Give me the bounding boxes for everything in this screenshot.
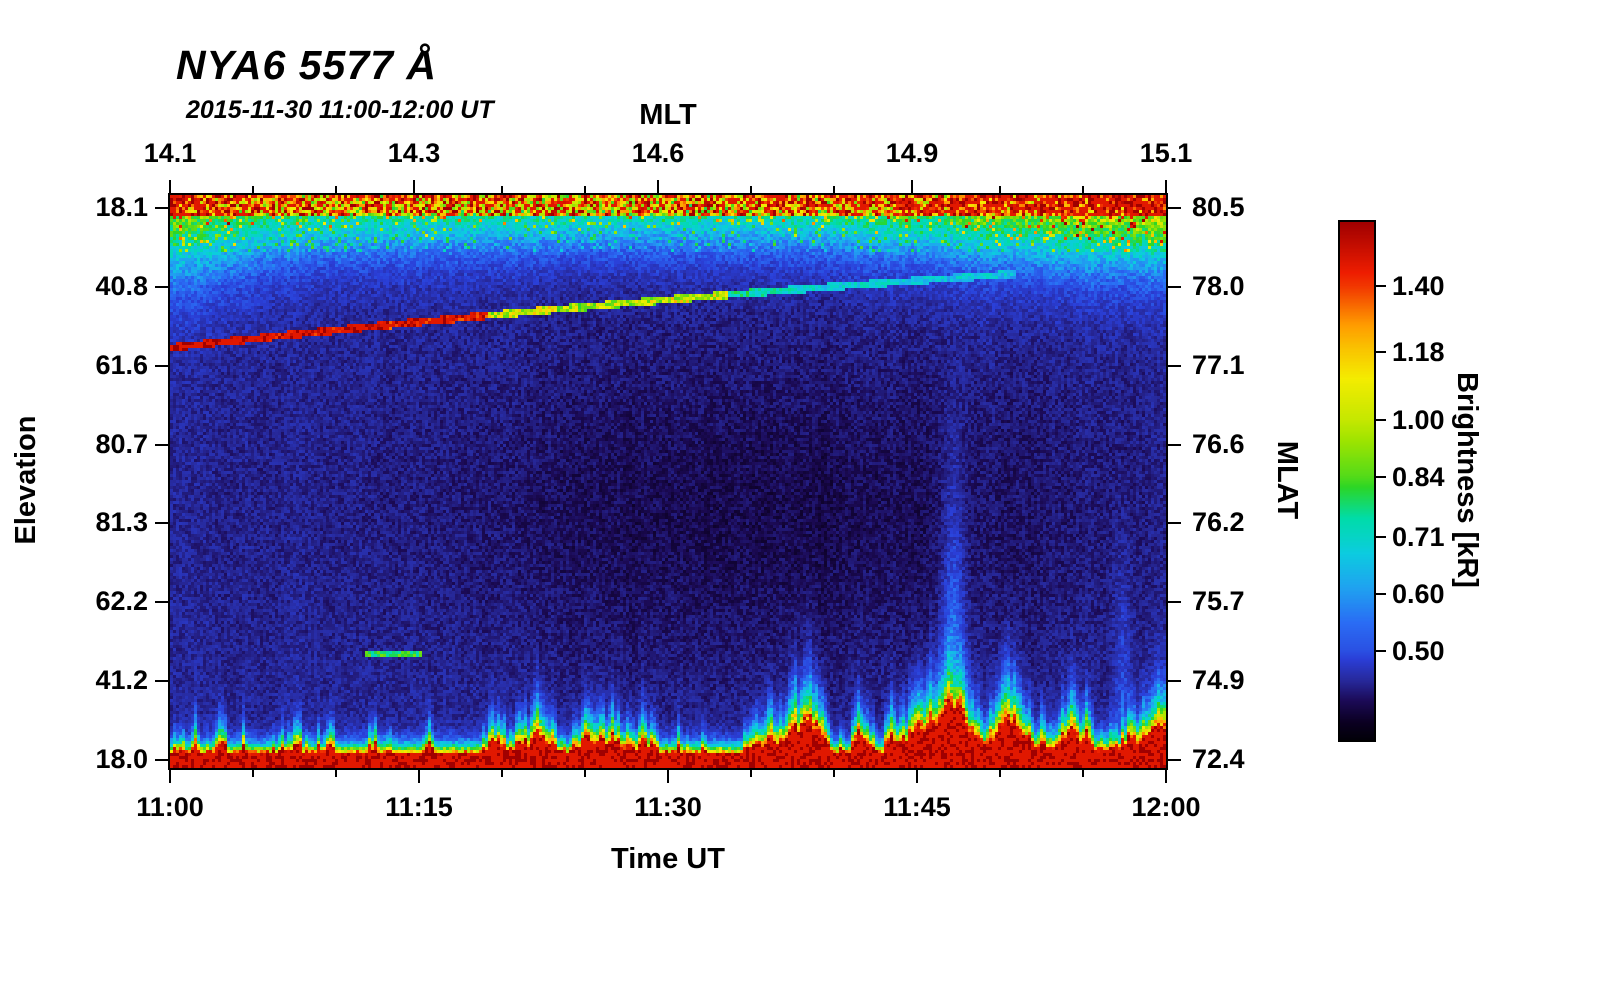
bottom-axis-label: Time UT xyxy=(611,843,725,875)
x-bottom-minor-tick xyxy=(584,770,587,777)
colorbar-tick-label: 1.18 xyxy=(1392,337,1445,368)
y-right-tick-label: 78.0 xyxy=(1192,270,1245,301)
x-bottom-minor-tick xyxy=(1082,770,1085,777)
x-bottom-tick-label: 11:45 xyxy=(883,792,951,822)
y-left-tick-label: 40.8 xyxy=(95,270,148,301)
y-left-tick-label: 18.0 xyxy=(95,743,148,774)
x-bottom-minor-tick xyxy=(335,770,338,777)
x-top-minor-tick xyxy=(998,186,1001,193)
colorbar-tick xyxy=(1376,649,1386,652)
y-right-tick-label: 77.1 xyxy=(1192,349,1245,380)
colorbar-tick-label: 0.60 xyxy=(1392,578,1445,609)
x-bottom-tick-label: 11:00 xyxy=(136,792,204,822)
x-top-tick xyxy=(169,180,171,193)
colorbar-tick xyxy=(1376,284,1386,287)
y-right-tick-label: 72.4 xyxy=(1192,743,1245,774)
x-top-tick-label: 15.1 xyxy=(1139,138,1193,168)
y-left-tick xyxy=(155,285,168,288)
colorbar-tick xyxy=(1376,475,1386,478)
y-left-tick xyxy=(155,364,168,367)
y-right-tick-label: 74.9 xyxy=(1192,664,1245,695)
y-left-tick-label: 18.1 xyxy=(95,192,148,223)
x-bottom-minor-tick xyxy=(833,770,836,777)
colorbar-tick-label: 0.71 xyxy=(1392,521,1445,552)
y-right-tick-label: 76.2 xyxy=(1192,507,1245,538)
y-left-tick xyxy=(155,679,168,682)
y-left-tick-label: 81.3 xyxy=(95,507,148,538)
left-axis-label: Elevation xyxy=(10,415,42,545)
colorbar-tick xyxy=(1376,351,1386,354)
y-left-tick-label: 61.6 xyxy=(95,349,148,380)
x-top-minor-tick xyxy=(500,186,503,193)
y-right-tick-label: 80.5 xyxy=(1192,192,1245,223)
y-right-tick xyxy=(1168,364,1181,367)
plot-title: NYA6 5577 Å xyxy=(176,42,437,88)
y-right-tick xyxy=(1168,679,1181,682)
x-top-tick-label: 14.9 xyxy=(885,138,939,168)
colorbar-tick xyxy=(1376,418,1386,421)
colorbar-tick xyxy=(1376,592,1386,595)
plot-subtitle: 2015-11-30 11:00-12:00 UT xyxy=(186,96,494,124)
x-bottom-tick xyxy=(169,770,171,783)
x-top-tick xyxy=(657,180,660,193)
plot-area xyxy=(168,193,1168,770)
colorbar-tick-label: 0.50 xyxy=(1392,635,1445,666)
y-left-tick-label: 41.2 xyxy=(95,664,148,695)
x-bottom-minor-tick xyxy=(749,770,752,777)
x-bottom-tick-label: 12:00 xyxy=(1131,792,1201,822)
colorbar-tick-label: 1.00 xyxy=(1392,404,1445,435)
x-top-minor-tick xyxy=(833,186,836,193)
y-right-tick-label: 76.6 xyxy=(1192,428,1245,459)
x-top-minor-tick xyxy=(1082,186,1085,193)
x-top-tick xyxy=(1165,180,1167,193)
colorbar xyxy=(1338,220,1376,742)
x-bottom-minor-tick xyxy=(500,770,503,777)
y-right-tick xyxy=(1168,601,1181,604)
x-bottom-tick-label: 11:15 xyxy=(385,792,453,822)
heatmap-canvas xyxy=(170,195,1166,768)
y-right-tick xyxy=(1168,285,1181,288)
y-right-tick xyxy=(1168,758,1181,761)
x-bottom-minor-tick xyxy=(998,770,1001,777)
y-right-tick-label: 75.7 xyxy=(1192,586,1245,617)
x-top-tick-label: 14.1 xyxy=(143,138,197,168)
y-right-tick xyxy=(1168,443,1181,446)
y-left-tick xyxy=(155,443,168,446)
x-top-minor-tick xyxy=(749,186,752,193)
x-bottom-tick xyxy=(418,770,420,783)
y-left-tick-label: 62.2 xyxy=(95,586,148,617)
x-top-tick-label: 14.3 xyxy=(387,138,441,168)
x-bottom-tick-label: 11:30 xyxy=(634,792,702,822)
y-left-tick xyxy=(155,601,168,604)
y-left-tick xyxy=(155,758,168,761)
y-right-tick xyxy=(1168,522,1181,525)
y-left-tick xyxy=(155,522,168,525)
top-axis-label: MLT xyxy=(639,99,697,131)
colorbar-tick xyxy=(1376,535,1386,538)
x-top-minor-tick xyxy=(251,186,254,193)
colorbar-tick-label: 1.40 xyxy=(1392,270,1445,301)
colorbar-tick-label: 0.84 xyxy=(1392,461,1445,492)
x-bottom-tick xyxy=(916,770,918,783)
x-top-minor-tick xyxy=(335,186,338,193)
y-right-tick xyxy=(1168,207,1181,210)
x-bottom-minor-tick xyxy=(251,770,254,777)
colorbar-gradient xyxy=(1340,222,1374,740)
x-bottom-tick xyxy=(667,770,669,783)
x-top-tick xyxy=(413,180,416,193)
y-left-tick xyxy=(155,207,168,210)
x-top-minor-tick xyxy=(584,186,587,193)
x-top-tick-label: 14.6 xyxy=(631,138,685,168)
x-bottom-tick xyxy=(1165,770,1167,783)
x-top-tick xyxy=(911,180,914,193)
y-left-tick-label: 80.7 xyxy=(95,428,148,459)
